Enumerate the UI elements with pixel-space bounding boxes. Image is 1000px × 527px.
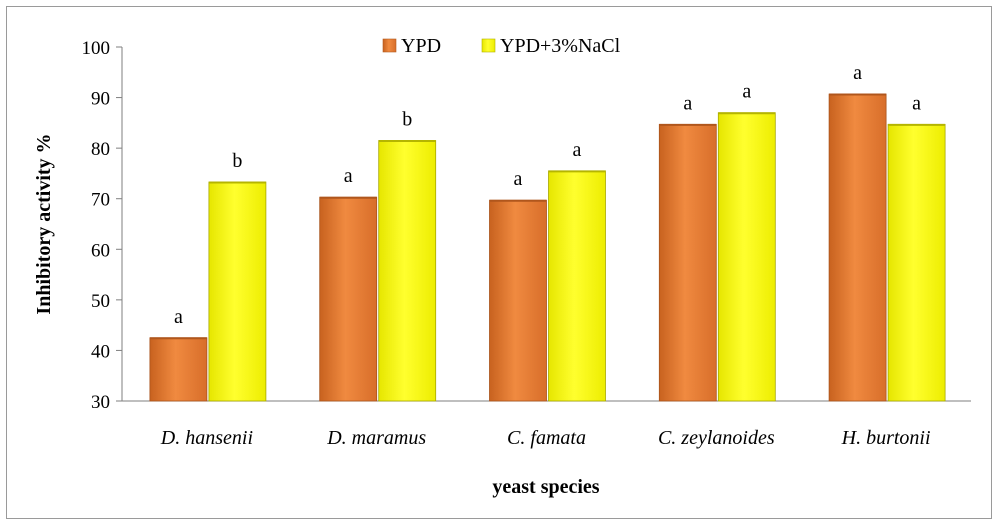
category-labels: D. hansenii D. maramus C. famata C. zeylano… [160,427,931,449]
y-tick-label: 50 [91,291,110,312]
bar-ypd-nacl [717,112,776,402]
significance-label: a [683,92,692,114]
legend-swatch-ypd-nacl [481,38,496,53]
significance-label: a [344,165,353,187]
y-tick-label: 30 [91,392,110,413]
significance-label: a [853,62,862,84]
bars-group: a b a b a a a a a a [149,62,946,402]
bar-ypd-nacl [887,123,946,402]
legend-swatch-ypd [382,38,397,53]
significance-label: a [912,92,921,114]
significance-label: b [402,109,412,131]
y-tick-label: 70 [91,190,110,211]
bar-ypd [828,93,887,402]
y-tick-label: 90 [91,89,110,110]
y-axis-label: Inhibitory activity % [33,133,55,314]
category-label: C. zeylanoides [658,427,775,449]
significance-label: a [174,306,183,328]
significance-label: a [514,168,523,190]
significance-label: b [232,150,242,172]
legend-label-ypd-nacl: YPD+3%NaCl [500,35,621,57]
y-tick-label: 100 [82,38,111,59]
y-ticks: 30 40 50 60 70 80 90 100 [82,38,122,413]
bar-ypd-nacl [548,170,606,402]
category-label: C. famata [507,427,586,449]
category-label: D. hansenii [160,427,253,449]
bar-ypd-nacl [208,181,267,402]
legend-label-ypd: YPD [401,35,441,57]
y-tick-label: 80 [91,139,110,160]
category-label: H. burtonii [841,427,931,449]
bar-ypd [489,199,547,402]
legend: YPD YPD+3%NaCl [382,35,621,57]
bar-ypd [149,337,208,402]
bar-ypd [319,196,378,402]
bar-ypd-nacl [378,140,437,402]
y-tick-label: 40 [91,341,110,362]
bar-ypd [658,123,717,402]
x-axis-label: yeast species [492,476,599,498]
category-label: D. maramus [326,427,426,449]
significance-label: a [742,81,751,103]
significance-label: a [573,139,582,161]
y-tick-label: 60 [91,240,110,261]
